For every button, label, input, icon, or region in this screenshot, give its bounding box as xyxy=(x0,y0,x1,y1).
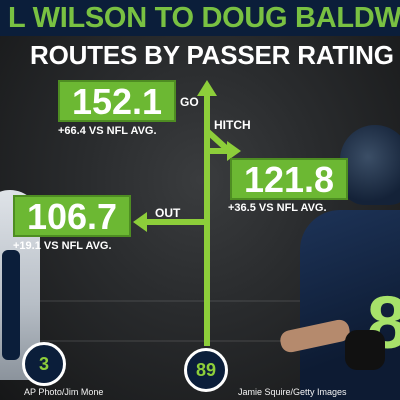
glove xyxy=(345,330,385,370)
out-arrow-icon xyxy=(133,212,147,232)
hitch-route-label: HITCH xyxy=(214,118,251,132)
out-vs-avg: +19.1 VS NFL AVG. xyxy=(13,240,112,252)
out-route-label: OUT xyxy=(155,206,181,220)
go-rating-box: 152.1 xyxy=(58,80,176,122)
field-line xyxy=(0,300,400,302)
wr-number-badge: 89 xyxy=(184,348,228,392)
hitch-vs-avg: +36.5 VS NFL AVG. xyxy=(228,202,327,214)
hitch-arrow-icon xyxy=(227,141,241,161)
photo-credit-left: AP Photo/Jim Mone xyxy=(24,387,104,397)
jersey-stripe xyxy=(2,250,20,360)
hitch-route-segment xyxy=(208,148,232,154)
out-rating-box: 106.7 xyxy=(13,195,131,237)
page-title: L WILSON TO DOUG BALDW xyxy=(8,2,400,34)
field-line xyxy=(0,340,400,342)
receiver-photo: 8 xyxy=(270,125,400,400)
go-route-label: GO xyxy=(180,95,199,109)
out-route-line xyxy=(146,219,208,225)
qb-number-badge: 3 xyxy=(22,342,66,386)
hitch-rating-box: 121.8 xyxy=(230,158,348,200)
go-arrow-icon xyxy=(197,80,217,96)
jersey: 8 xyxy=(300,210,400,400)
title-banner xyxy=(0,0,400,36)
go-vs-avg: +66.4 VS NFL AVG. xyxy=(58,125,157,137)
photo-credit-right: Jamie Squire/Getty Images xyxy=(238,387,347,397)
page-subtitle: ROUTES BY PASSER RATING xyxy=(30,40,394,70)
helmet xyxy=(340,125,400,205)
